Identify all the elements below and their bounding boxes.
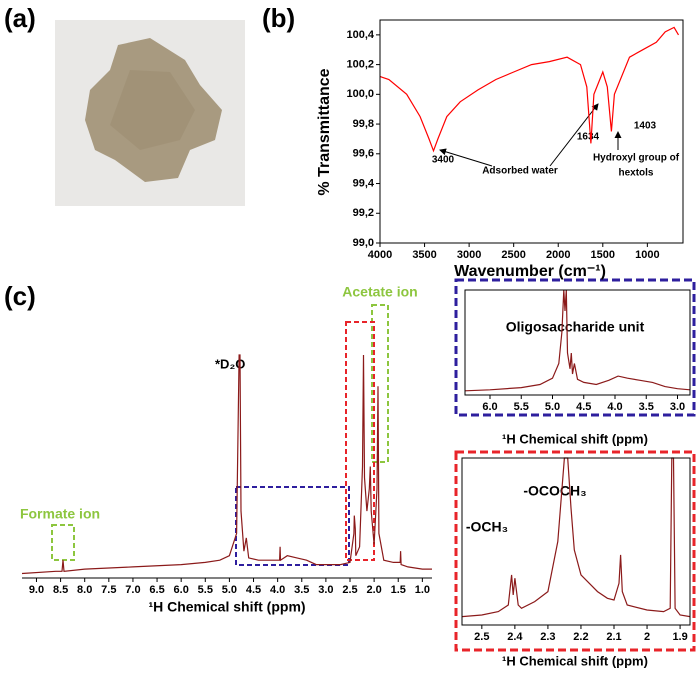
panel-label: (c) — [4, 281, 36, 311]
highlight-box — [235, 486, 350, 566]
x-tick-label: 5.0 — [222, 584, 237, 596]
x-tick-label: 4.5 — [576, 401, 591, 413]
y-tick-label: 100,0 — [346, 88, 374, 100]
x-tick-label: 5.5 — [514, 401, 529, 413]
x-tick-label: 1.0 — [415, 584, 430, 596]
x-tick-label: 6.0 — [482, 401, 497, 413]
x-tick-label: 8.0 — [77, 584, 92, 596]
x-tick-label: 4.5 — [246, 584, 261, 596]
arrow — [439, 148, 493, 167]
x-tick-label: 4.0 — [607, 401, 622, 413]
powder-photo — [55, 20, 245, 206]
y-tick-label: 99,8 — [353, 118, 374, 130]
x-tick-label: 7.5 — [101, 584, 116, 596]
annotation: Hydroxyl group of — [593, 153, 680, 164]
annotation: Adsorbed water — [482, 166, 558, 177]
x-tick-label: 2.5 — [474, 631, 489, 643]
x-tick-label: 5.5 — [198, 584, 213, 596]
spectrum — [464, 289, 691, 392]
inset-border — [454, 450, 696, 652]
x-tick-label: 2 — [644, 631, 650, 643]
spectrum — [21, 354, 432, 575]
x-tick-label: 2.3 — [540, 631, 555, 643]
inset-border — [454, 278, 696, 417]
spectrum — [379, 26, 680, 153]
y-tick-label: 100,2 — [346, 59, 374, 71]
x-tick-label: 4000 — [368, 249, 392, 261]
plot-frame — [464, 289, 691, 396]
x-tick-label: 6.0 — [174, 584, 189, 596]
peak-label: 1634 — [577, 132, 600, 143]
y-tick-label: 100,4 — [346, 29, 374, 41]
panel-label: (b) — [262, 3, 295, 33]
x-tick-label: 1.9 — [672, 631, 687, 643]
arrow — [549, 103, 599, 167]
x-tick-label: 2.2 — [573, 631, 588, 643]
x-tick-label: 3500 — [412, 249, 436, 261]
x-tick-label: 1500 — [591, 249, 615, 261]
x-tick-label: 3.5 — [294, 584, 309, 596]
x-tick-label: 3.0 — [318, 584, 333, 596]
peak-label: 1403 — [634, 121, 657, 132]
x-tick-label: 1.5 — [391, 584, 406, 596]
x-tick-label: 5.0 — [545, 401, 560, 413]
annotation: -OCH₃ — [466, 519, 508, 535]
annotation: Acetate ion — [342, 284, 417, 300]
x-tick-label: 2.5 — [342, 584, 357, 596]
x-tick-label: 3.5 — [639, 401, 654, 413]
x-tick-label: 2000 — [546, 249, 570, 261]
spectrum — [461, 457, 691, 618]
x-tick-label: 2.1 — [606, 631, 621, 643]
peak-label: 3400 — [432, 155, 455, 166]
annotation: Oligosaccharide unit — [506, 319, 645, 335]
annotation: Formate ion — [20, 506, 100, 522]
y-tick-label: 99,6 — [353, 148, 374, 160]
x-tick-label: 7.0 — [125, 584, 140, 596]
highlight-box — [345, 321, 375, 561]
annotation: hextols — [618, 168, 653, 179]
x-tick-label: 2.4 — [507, 631, 523, 643]
x-tick-label: 3.0 — [670, 401, 685, 413]
x-tick-label: 8.5 — [53, 584, 68, 596]
highlight-box — [371, 304, 389, 463]
y-tick-label: 99,0 — [353, 237, 374, 249]
y-tick-label: 99,2 — [353, 207, 374, 219]
annotation: -OCOCH₃ — [523, 483, 586, 499]
annotation: *D₂O — [215, 356, 245, 371]
x-axis-label: ¹H Chemical shift (ppm) — [502, 653, 648, 668]
y-tick-label: 99,4 — [353, 177, 375, 189]
x-tick-label: 9.0 — [29, 584, 44, 596]
plot-frame — [461, 457, 691, 626]
x-tick-label: 2500 — [501, 249, 525, 261]
x-axis-label: ¹H Chemical shift (ppm) — [502, 431, 648, 446]
x-tick-label: 1000 — [635, 249, 659, 261]
x-tick-label: 2.0 — [366, 584, 381, 596]
y-axis-label: % Transmittance — [316, 68, 333, 195]
x-axis-label: ¹H Chemical shift (ppm) — [148, 599, 305, 615]
panel-label: (a) — [4, 3, 36, 33]
plot-frame — [379, 19, 684, 244]
x-tick-label: 4.0 — [270, 584, 285, 596]
x-tick-label: 6.5 — [149, 584, 164, 596]
highlight-box — [51, 524, 75, 561]
x-axis-label: Wavenumber (cm⁻¹) — [454, 263, 606, 280]
x-tick-label: 3000 — [457, 249, 481, 261]
